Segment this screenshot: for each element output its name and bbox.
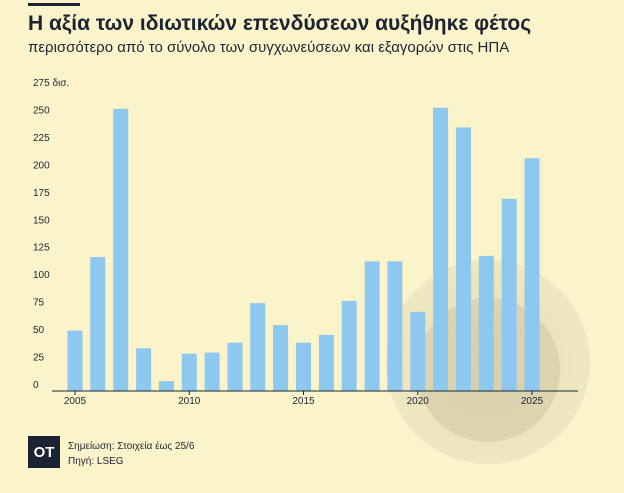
y-tick-label: 0: [33, 380, 39, 391]
bar-2017: [341, 300, 357, 391]
top-rule: [28, 3, 80, 6]
bar-2013: [250, 303, 266, 391]
y-tick-label: 125: [33, 243, 50, 254]
bar-2011: [204, 352, 220, 391]
y-tick-label: 75: [33, 298, 45, 309]
bar-2006: [90, 257, 106, 391]
bar-2025: [524, 158, 540, 391]
y-tick-label: 225: [33, 133, 50, 144]
bar-2019: [387, 261, 403, 391]
bar-2010: [181, 353, 197, 391]
x-tick-label: 2005: [64, 396, 87, 407]
y-tick-label: 275 δισ.: [33, 78, 69, 89]
bar-2020: [410, 311, 426, 391]
bar-2009: [158, 381, 174, 391]
y-tick-label: 250: [33, 106, 50, 117]
bar-2015: [296, 342, 311, 391]
bar-2016: [318, 335, 334, 391]
y-tick-label: 100: [33, 270, 50, 281]
bars: [67, 107, 540, 392]
chart-subtitle: περισσότερο από το σύνολο των συγχωνεύσε…: [28, 39, 510, 56]
x-tick-label: 2010: [178, 396, 201, 407]
y-tick-label: 50: [33, 325, 45, 336]
bar-2012: [227, 342, 243, 391]
bar-2008: [136, 348, 152, 391]
bar-2024: [501, 198, 517, 391]
x-tick-label: 2020: [407, 396, 430, 407]
y-tick-label: 25: [33, 353, 45, 364]
footer-note: Σημείωση: Στοιχεία έως 25/6: [68, 441, 195, 452]
publisher-logo: OT: [28, 436, 60, 468]
y-tick-label: 175: [33, 188, 50, 199]
x-tick-label: 2025: [521, 396, 544, 407]
x-axis: 2005 2010 2015 2020 2025: [64, 391, 544, 407]
bar-2021: [433, 107, 449, 391]
x-tick-label: 2015: [292, 396, 315, 407]
bar-2014: [273, 325, 289, 391]
y-axis: 0 25 50 75 100 125 150 175 200 225 250 275 δισ.: [33, 78, 69, 391]
bar-2005: [67, 330, 83, 391]
bar-2023: [478, 255, 494, 391]
footer-source: Πηγή: LSEG: [68, 456, 124, 467]
y-tick-label: 150: [33, 215, 50, 226]
footer-notes: Σημείωση: Στοιχεία έως 25/6 Πηγή: LSEG: [68, 439, 194, 469]
chart-title: Η αξία των ιδιωτικών επενδύσεων αυξήθηκε…: [28, 12, 532, 35]
bar-2007: [113, 108, 129, 392]
y-tick-label: 200: [33, 160, 50, 171]
bar-2018: [364, 261, 380, 391]
bar-2022: [456, 127, 471, 392]
